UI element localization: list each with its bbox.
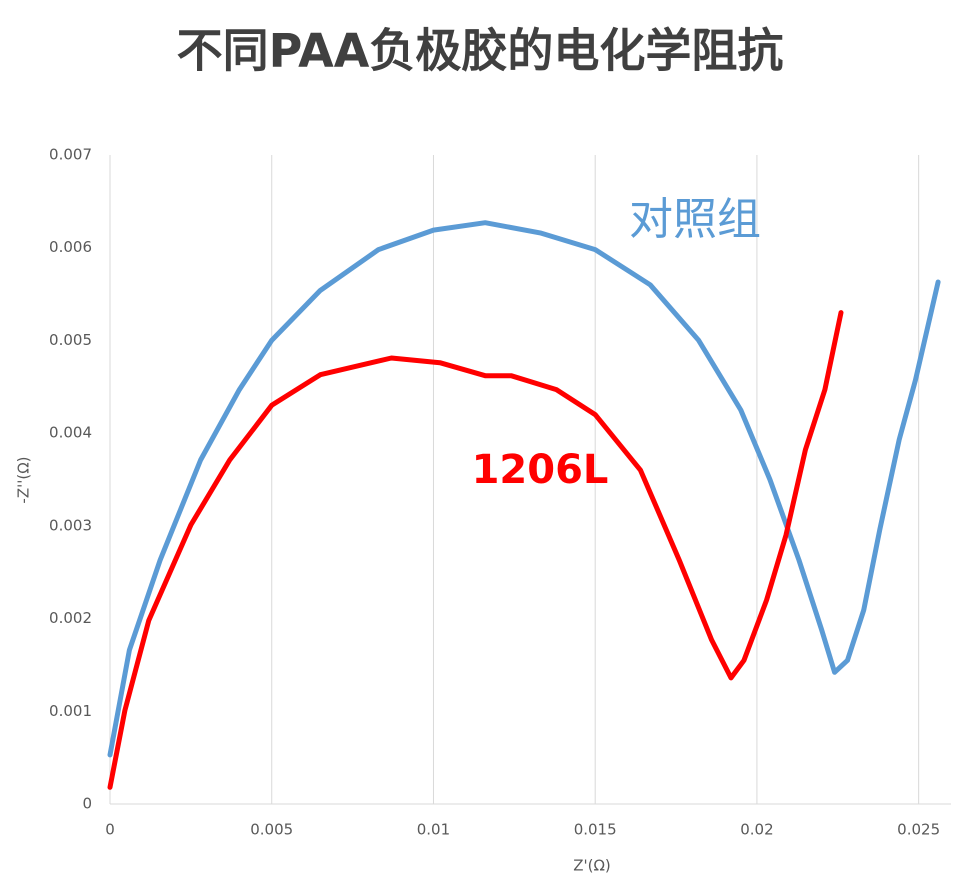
chart-title: 不同PAA负极胶的电化学阻抗 [177, 24, 784, 78]
x-tick-label: 0.01 [417, 821, 450, 839]
y-axis-title: -Z''(Ω) [15, 456, 33, 503]
y-tick-label: 0.003 [49, 516, 92, 534]
y-tick-label: 0.005 [49, 331, 92, 349]
series-label: 1206L [472, 447, 609, 493]
x-tick-label: 0 [105, 821, 115, 839]
y-tick-label: 0 [82, 795, 92, 813]
y-tick-label: 0.006 [49, 238, 92, 256]
y-tick-label: 0.004 [49, 424, 92, 442]
x-tick-label: 0.005 [250, 821, 293, 839]
x-tick-label: 0.015 [574, 821, 617, 839]
series-line [107, 310, 844, 790]
y-tick-label: 0.002 [49, 609, 92, 627]
y-tick-label: 0.001 [49, 702, 92, 720]
x-tick-label: 0.025 [897, 821, 940, 839]
x-axis-title: Z'(Ω) [573, 857, 611, 875]
x-tick-label: 0.02 [740, 821, 773, 839]
series-label: 对照组 [629, 194, 761, 245]
series-line [107, 220, 941, 758]
y-tick-label: 0.007 [49, 146, 92, 164]
